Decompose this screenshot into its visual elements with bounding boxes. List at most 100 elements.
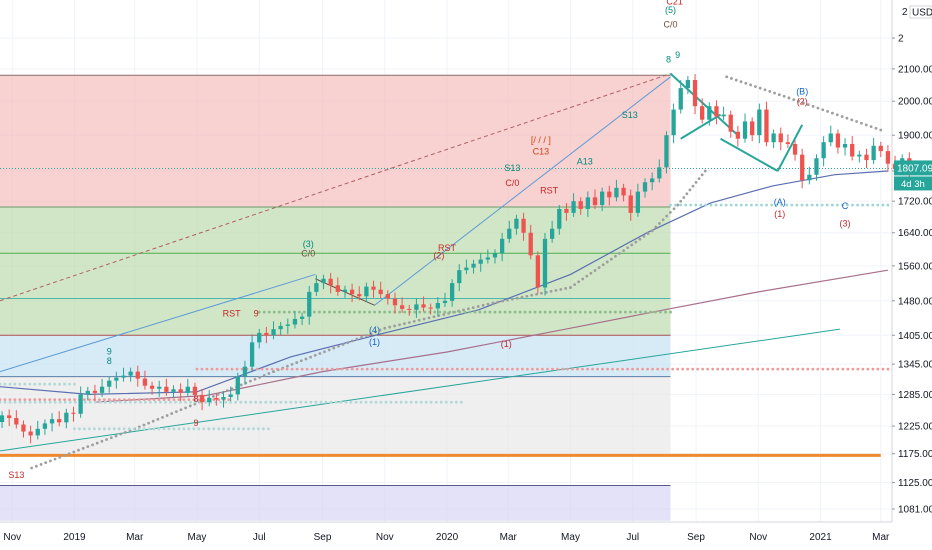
teal-dots-4-dot xyxy=(18,382,22,386)
red-dots-1-dot xyxy=(841,367,845,371)
time-tick-label: May xyxy=(188,532,207,543)
teal-dots-2-dot xyxy=(269,400,273,404)
s13-label-2: S13 xyxy=(622,110,638,120)
candle xyxy=(157,386,162,389)
red-dots-1-dot xyxy=(465,367,469,371)
red-dots-1-dot xyxy=(776,367,780,371)
teal-dots-3-dot xyxy=(122,427,126,431)
green-dots-1-dot xyxy=(493,310,497,314)
teal-dots-2-dot xyxy=(324,400,328,404)
red-dots-1-dot xyxy=(470,367,474,371)
psar-dots-dot xyxy=(658,221,661,225)
teal-dots-1-dot xyxy=(704,203,708,207)
time-tick-label: Jul xyxy=(253,532,266,543)
candle xyxy=(600,191,605,206)
green-dots-1-dot xyxy=(267,310,271,314)
teal-dots-2-dot xyxy=(88,400,92,404)
red-dots-2-dot xyxy=(142,398,146,402)
red-dots-1-dot xyxy=(581,367,584,371)
teal-dots-2-dot xyxy=(204,400,207,404)
candle xyxy=(414,304,419,310)
teal-dots-2-dot xyxy=(419,400,423,404)
candle xyxy=(464,267,469,271)
green-dots-1-dot xyxy=(438,310,442,314)
teal-dots-2-dot xyxy=(8,400,12,404)
green-dots-1-dot xyxy=(338,310,341,314)
teal-dots-2-dot xyxy=(429,400,433,404)
red-dots-2-dot xyxy=(13,398,17,402)
green-dots-1-dot xyxy=(468,310,472,314)
teal-dots-3-dot xyxy=(132,427,136,431)
time-tick-label: Sep xyxy=(687,532,705,543)
green-dots-1-dot xyxy=(453,310,457,314)
psar-dots-dot xyxy=(114,434,118,438)
candle xyxy=(878,145,883,152)
c0-top-label: C/0 xyxy=(664,20,678,30)
psar-dots-dot xyxy=(383,326,387,330)
candle xyxy=(714,106,719,117)
red-dots-2-dot xyxy=(53,398,57,402)
green-dots-1-dot xyxy=(368,310,371,314)
candle xyxy=(199,394,205,403)
teal-dots-4-dot xyxy=(23,382,27,386)
candle xyxy=(314,283,319,292)
teal-dots-1-dot xyxy=(765,203,768,207)
red-dots-2-dot xyxy=(68,398,71,402)
red-dots-1-dot xyxy=(495,367,499,371)
psar-dots-top-dot xyxy=(831,111,834,115)
psar-dots-top-dot xyxy=(874,126,878,130)
annotation-layer: (5)C21 C/0 [/ / / ] C13 S13 S13 A13 C/0 RST RST RS… xyxy=(8,0,850,480)
red-dots-1-dot xyxy=(651,367,654,371)
psar-dots-dot xyxy=(48,459,52,463)
psar-dots-dot xyxy=(39,463,43,466)
count-8-may: 8 xyxy=(193,394,198,404)
psar-dots-dot xyxy=(462,308,465,312)
red-dots-1-dot xyxy=(526,367,529,371)
psar-dots-dot xyxy=(642,235,646,238)
green-dots-1-dot xyxy=(588,310,592,314)
psar-dots-dot xyxy=(442,313,446,316)
green-dots-1-dot xyxy=(413,310,417,314)
psar-dots-dot xyxy=(105,438,109,441)
psar-dots-dot xyxy=(262,374,266,377)
teal-dots-3-dot xyxy=(127,427,131,431)
psar-dots-top-dot xyxy=(879,128,883,132)
teal-dots-4-dot xyxy=(63,382,66,386)
red-dots-1-dot xyxy=(886,367,890,371)
red-dots-1-dot xyxy=(641,367,644,371)
candle xyxy=(0,415,5,423)
teal-dots-3-dot xyxy=(83,427,86,431)
red-dots-2-dot xyxy=(157,398,161,402)
psar-dots-dot xyxy=(86,445,90,449)
teal-dots-1-dot xyxy=(800,203,804,207)
candle xyxy=(628,195,633,213)
red-dots-1-dot xyxy=(711,367,715,371)
red-dots-1-dot xyxy=(611,367,614,371)
teal-dots-3-dot xyxy=(152,427,156,431)
teal-dots-3-dot xyxy=(267,427,270,431)
psar-dots-dot xyxy=(697,177,701,181)
teal-dots-2-dot xyxy=(63,400,67,404)
red-dots-1-dot xyxy=(220,367,224,371)
teal-dots-3-dot xyxy=(102,427,106,431)
teal-dots-3-dot xyxy=(92,427,96,431)
teal-dots-1-dot xyxy=(820,203,824,207)
teal-dots-4-dot xyxy=(0,382,2,386)
teal-dots-2-dot xyxy=(23,400,27,404)
red-dots-1-dot xyxy=(320,367,324,371)
psar-dots-dot xyxy=(650,229,654,233)
red-dots-1-dot xyxy=(460,367,464,371)
psar-dots-dot xyxy=(109,436,113,440)
psar-dots-dot xyxy=(481,303,485,307)
teal-dots-2-dot xyxy=(58,400,62,404)
psar-dots-dot xyxy=(496,300,500,304)
green-dots-1-dot xyxy=(257,310,261,314)
red-dots-1-dot xyxy=(736,367,740,371)
teal-dots-1-dot xyxy=(734,203,738,207)
psar-dots-dot xyxy=(346,341,350,345)
teal-dots-2-dot xyxy=(329,400,333,404)
time-tick-label: 2020 xyxy=(436,532,459,543)
